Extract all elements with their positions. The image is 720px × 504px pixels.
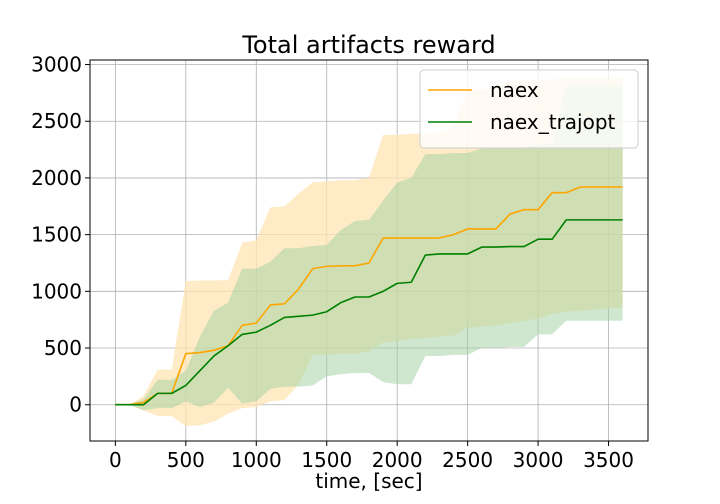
x-tick-label: 2500 bbox=[442, 448, 493, 472]
axis-ticks: 0 500 1000 1500 2000 2500 3000 3500 0 500 1000 1500… bbox=[31, 53, 634, 472]
x-tick-label: 0 bbox=[109, 448, 122, 472]
plot-frame bbox=[89, 59, 649, 442]
x-tick-label: 1500 bbox=[301, 448, 352, 472]
y-tick-label: 500 bbox=[44, 336, 82, 360]
series-lines bbox=[115, 186, 623, 406]
legend: naex naex_trajopt bbox=[419, 69, 639, 149]
series-line-naex bbox=[115, 186, 623, 406]
legend-label: naex_trajopt bbox=[490, 110, 616, 134]
y-tick-label: 1500 bbox=[31, 223, 82, 247]
x-tick-label: 3000 bbox=[513, 448, 564, 472]
series-line-naex-trajopt bbox=[115, 219, 623, 406]
y-tick-label: 2500 bbox=[31, 109, 82, 133]
band-naex-trajopt bbox=[115, 84, 623, 411]
chart-title: Total artifacts reward bbox=[241, 31, 495, 59]
y-tick-label: 1000 bbox=[31, 279, 82, 303]
y-tick-label: 3000 bbox=[31, 53, 82, 77]
x-tick-label: 2000 bbox=[372, 448, 423, 472]
x-axis-label: time, [sec] bbox=[315, 469, 422, 493]
x-tick-label: 1000 bbox=[231, 448, 282, 472]
x-tick-label: 500 bbox=[167, 448, 205, 472]
y-tick-label: 0 bbox=[69, 393, 82, 417]
legend-box bbox=[419, 69, 639, 149]
y-tick-label: 2000 bbox=[31, 166, 82, 190]
confidence-bands bbox=[115, 78, 623, 427]
legend-label: naex bbox=[490, 78, 539, 102]
x-tick-label: 3500 bbox=[583, 448, 634, 472]
